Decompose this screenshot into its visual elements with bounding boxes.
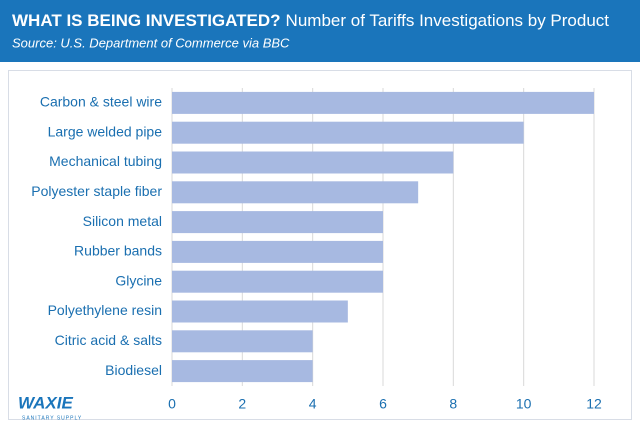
bar <box>172 181 419 204</box>
panel-border <box>8 70 632 420</box>
x-tick-label: 2 <box>238 396 246 412</box>
chart-title: WHAT IS BEING INVESTIGATED? Number of Tar… <box>12 11 609 30</box>
y-tick-label: Polyester staple fiber <box>31 183 162 199</box>
bar <box>172 211 383 234</box>
x-tick-label: 8 <box>449 396 457 412</box>
bar <box>172 240 383 263</box>
y-tick-label: Silicon metal <box>83 213 162 229</box>
x-tick-label: 4 <box>309 396 317 412</box>
y-tick-label: Carbon & steel wire <box>40 94 162 110</box>
header-band <box>0 0 640 62</box>
bar <box>172 330 313 353</box>
bar <box>172 121 524 144</box>
bar <box>172 300 348 323</box>
bar <box>172 360 313 383</box>
y-tick-label: Biodiesel <box>105 362 162 378</box>
bar <box>172 91 594 114</box>
y-tick-label: Rubber bands <box>74 243 162 259</box>
y-tick-label: Glycine <box>115 272 162 288</box>
y-tick-label: Mechanical tubing <box>49 153 162 169</box>
y-tick-label: Large welded pipe <box>48 123 163 139</box>
bar <box>172 151 454 174</box>
logo-name: WAXIE <box>18 393 73 412</box>
x-tick-label: 12 <box>586 396 602 412</box>
y-tick-label: Citric acid & salts <box>55 332 162 348</box>
x-tick-label: 6 <box>379 396 387 412</box>
bar <box>172 270 383 293</box>
logo-tagline: SANITARY SUPPLY <box>22 415 82 421</box>
chart-source: Source: U.S. Department of Commerce via … <box>12 35 290 50</box>
y-tick-label: Polyethylene resin <box>48 302 162 318</box>
x-tick-label: 0 <box>168 396 176 412</box>
x-tick-label: 10 <box>516 396 532 412</box>
